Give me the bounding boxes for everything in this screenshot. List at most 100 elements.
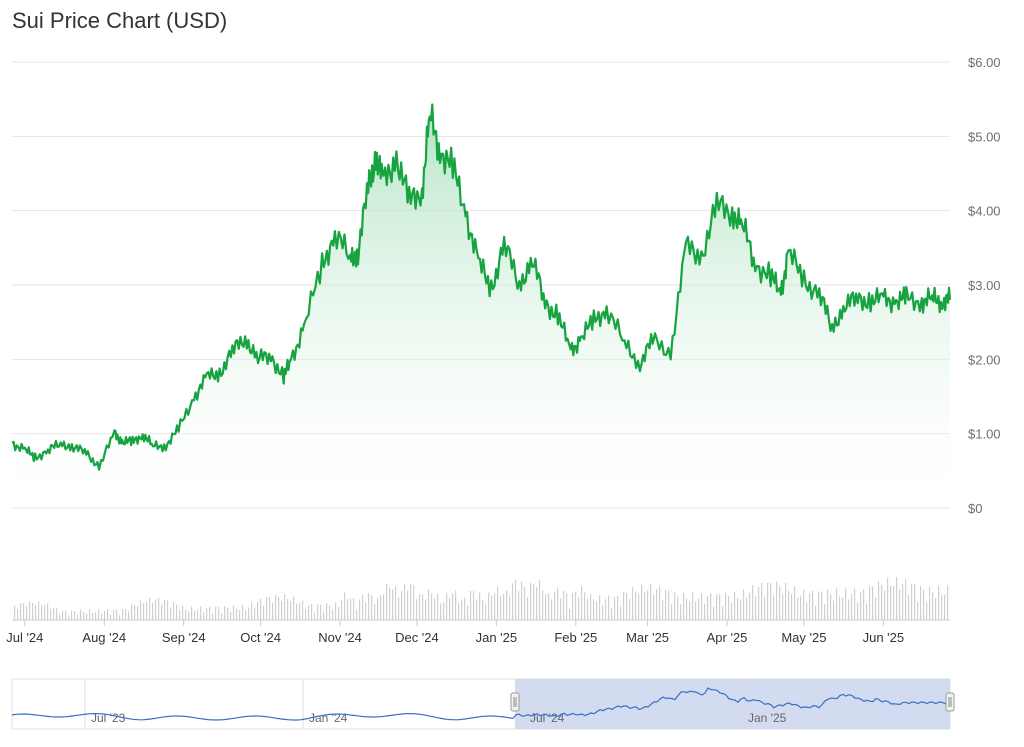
x-tick-label: Jan '25 — [476, 630, 518, 645]
volume-bar — [458, 602, 460, 620]
volume-bar — [212, 613, 214, 620]
volume-bar — [665, 589, 667, 620]
volume-bar — [638, 593, 640, 620]
y-tick-label: $6.00 — [968, 55, 1001, 70]
volume-bar — [464, 597, 466, 620]
volume-bar — [113, 609, 115, 620]
y-tick-label: $0 — [968, 501, 982, 516]
price-line[interactable] — [11, 103, 952, 471]
volume-bar — [656, 588, 658, 620]
range-navigator[interactable]: Jul '23 Jan '24 Jul '24 Jan '25 — [11, 678, 955, 730]
volume-bar — [896, 577, 898, 620]
volume-bar — [890, 585, 892, 620]
volume-bar — [809, 593, 811, 620]
volume-bar — [236, 608, 238, 620]
volume-bar — [443, 602, 445, 620]
volume-bar — [218, 606, 220, 620]
navigator-tick-label: Jan '24 — [309, 711, 348, 725]
volume-bar — [533, 584, 535, 620]
volume-bar — [671, 603, 673, 620]
volume-bar — [875, 596, 877, 620]
volume-bar — [560, 598, 562, 620]
volume-bar — [356, 609, 358, 620]
volume-bar — [929, 586, 931, 620]
volume-bar — [56, 607, 58, 620]
volume-bar — [182, 605, 184, 620]
volume-bar — [119, 615, 121, 620]
volume-bar — [545, 594, 547, 620]
volume-bar — [497, 586, 499, 620]
volume-bar — [491, 595, 493, 620]
volume-bar — [173, 601, 175, 620]
volume-bar — [170, 607, 172, 620]
volume-bar — [152, 602, 154, 620]
volume-bar — [704, 603, 706, 620]
volume-bars — [14, 577, 949, 620]
volume-bar — [23, 603, 25, 620]
volume-bar — [620, 606, 622, 620]
volume-bar — [836, 588, 838, 620]
volume-bar — [605, 599, 607, 620]
volume-bar — [146, 601, 148, 620]
navigator-line — [11, 687, 949, 721]
volume-bar — [902, 583, 904, 620]
volume-bar — [341, 599, 343, 620]
volume-bar — [797, 597, 799, 620]
volume-bar — [440, 603, 442, 620]
volume-bar — [485, 604, 487, 620]
volume-bar — [740, 599, 742, 620]
volume-bar — [719, 594, 721, 620]
volume-bar — [728, 595, 730, 620]
volume-bar — [530, 582, 532, 620]
volume-bar — [815, 605, 817, 620]
volume-bar — [296, 603, 298, 620]
volume-bar — [101, 613, 103, 620]
volume-bar — [254, 607, 256, 620]
volume-bar — [737, 598, 739, 620]
volume-bar — [758, 586, 760, 620]
volume-bar — [581, 586, 583, 620]
volume-bar — [299, 602, 301, 620]
navigator-handle[interactable] — [945, 692, 955, 712]
volume-bar — [689, 601, 691, 620]
volume-bar — [914, 583, 916, 620]
volume-bar — [116, 609, 118, 620]
volume-bar — [62, 611, 64, 620]
volume-bar — [473, 591, 475, 620]
y-tick-label: $5.00 — [968, 129, 1001, 144]
volume-bar — [68, 616, 70, 620]
volume-bar — [20, 603, 22, 620]
volume-bar — [284, 594, 286, 620]
navigator-tick-label: Jan '25 — [748, 711, 787, 725]
volume-bar — [494, 593, 496, 620]
y-axis: $0 $1.00 $2.00 $3.00 $4.00 $5.00 $6.00 — [968, 55, 1001, 516]
volume-bar — [752, 585, 754, 620]
y-tick-label: $4.00 — [968, 204, 1001, 219]
chart-title: Sui Price Chart (USD) — [12, 8, 228, 33]
volume-bar — [626, 593, 628, 620]
volume-bar — [257, 601, 259, 620]
volume-bar — [845, 588, 847, 620]
volume-bar — [539, 580, 541, 620]
volume-bar — [368, 593, 370, 620]
volume-bar — [647, 590, 649, 620]
volume-bar — [680, 604, 682, 620]
volume-bar — [410, 584, 412, 620]
volume-bar — [749, 592, 751, 620]
x-tick-label: Aug '24 — [82, 630, 126, 645]
volume-bar — [608, 595, 610, 620]
x-tick-label: Sep '24 — [162, 630, 206, 645]
volume-bar — [794, 586, 796, 620]
volume-bar — [548, 593, 550, 620]
volume-bar — [578, 596, 580, 620]
volume-bar — [164, 599, 166, 620]
volume-bar — [263, 605, 265, 620]
navigator-selection[interactable] — [515, 679, 950, 729]
volume-bar — [851, 594, 853, 620]
volume-bar — [323, 611, 325, 620]
volume-bar — [515, 579, 517, 620]
navigator-handle[interactable] — [510, 692, 520, 712]
volume-bar — [596, 601, 598, 620]
x-tick-label: Jul '24 — [6, 630, 43, 645]
